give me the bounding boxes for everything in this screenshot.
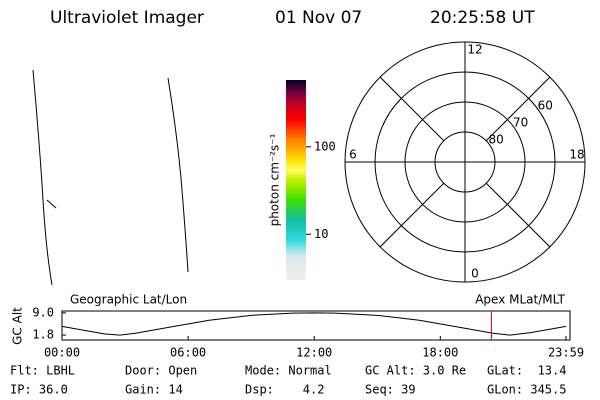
colorbar-label: photon cm⁻²s⁻¹ (268, 133, 282, 226)
hour-label: 6 (349, 148, 357, 162)
spoke (485, 76, 551, 142)
image-edge (46, 199, 57, 209)
hour-label: 18 (569, 148, 584, 162)
spoke (485, 182, 551, 248)
status-field: Gain: 14 (125, 383, 183, 397)
x-tick-label: 06:00 (170, 346, 206, 360)
status-field: GLon: 345.5 (487, 383, 566, 397)
status-field: Mode: Normal (245, 364, 332, 378)
timeline-title: Apex MLat/MLT (475, 293, 565, 307)
title: Ultraviolet Imager (50, 8, 204, 28)
status-field: Door: Open (125, 364, 197, 378)
spoke (379, 182, 445, 248)
hour-label: 12 (467, 43, 482, 57)
y-tick-label: 1.8 (32, 328, 54, 342)
status-field: Seq: 39 (365, 383, 416, 397)
image-edge (32, 69, 53, 286)
tick-label: 10 (314, 227, 328, 241)
date: 01 Nov 07 (275, 8, 362, 28)
altitude-line (61, 312, 567, 336)
image-edge (167, 77, 189, 273)
x-tick-label: 00:00 (44, 346, 80, 360)
status-field: Flt: LBHL (10, 364, 75, 378)
status-field: Dsp: 4.2 (245, 383, 324, 397)
timeline-frame (61, 310, 571, 341)
status-field: GC Alt: 3.0 Re (365, 364, 466, 378)
x-tick-label: 12:00 (296, 346, 332, 360)
colorbar (286, 80, 306, 280)
spoke (379, 76, 445, 142)
status-field: GLat: 13.4 (487, 364, 566, 378)
ring-label: 80 (488, 133, 503, 147)
tick-label: 100 (314, 139, 336, 153)
x-tick-label: 23:59 (548, 346, 584, 360)
time: 20:25:58 UT (430, 8, 535, 28)
ring-label: 70 (513, 115, 528, 129)
status-field: IP: 36.0 (10, 383, 68, 397)
y-tick-label: 9.0 (32, 305, 54, 319)
timeline-title: Geographic Lat/Lon (70, 293, 187, 307)
ring-label: 60 (538, 98, 553, 112)
hour-label: 0 (471, 267, 479, 281)
x-tick-label: 18:00 (422, 346, 458, 360)
y-axis-label: GC Alt (11, 307, 25, 345)
